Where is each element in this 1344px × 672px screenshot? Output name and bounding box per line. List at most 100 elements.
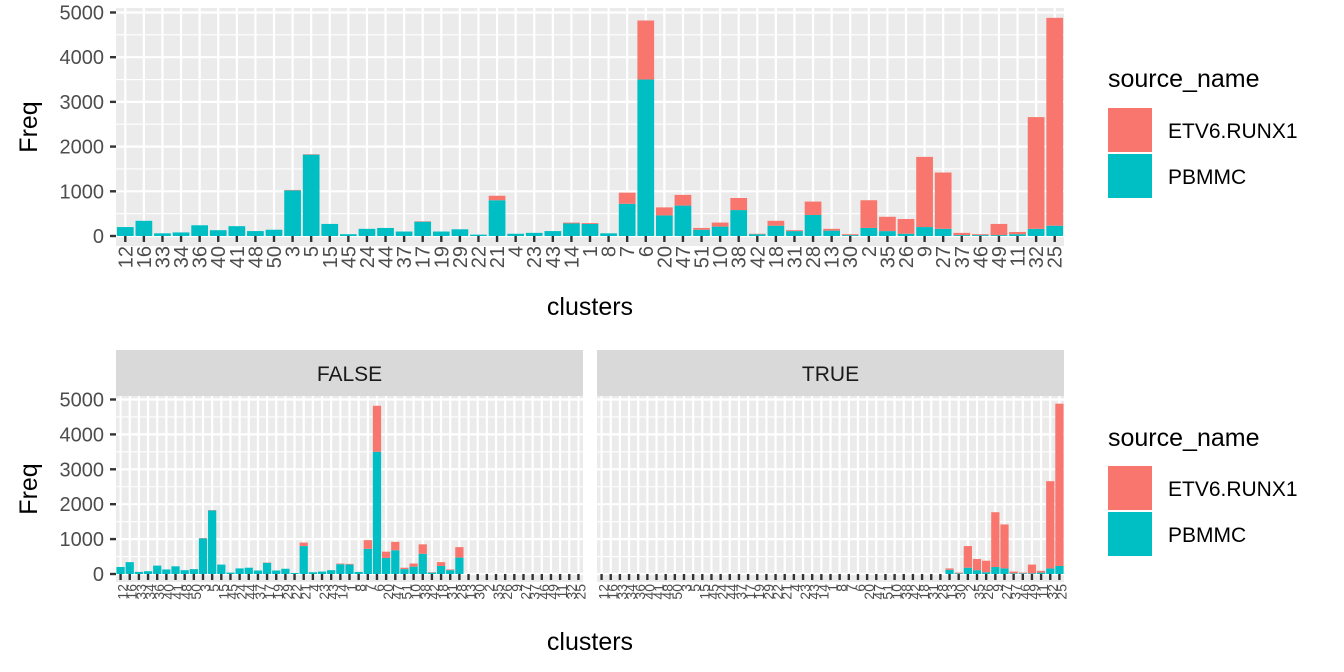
- facet-true-bar-pbmmc-2: [963, 567, 972, 574]
- facet-false-bar-pbmmc-41: [171, 566, 180, 574]
- facet-true-x-tick-label: 7: [843, 584, 859, 592]
- top-bar-etv6-30: [841, 234, 859, 236]
- facet-false-x-tick-label: 33: [133, 584, 149, 600]
- top-x-tick-label: 35: [877, 246, 899, 268]
- facet-false-bar-etv6-38: [418, 544, 427, 554]
- facet-false-bar-etv6-1: [345, 563, 354, 565]
- bottom-legend-label-pbmmc: PBMMC: [1168, 524, 1246, 547]
- facet-true-x-tick-label: 5: [687, 584, 703, 592]
- top-x-tick-label: 37: [394, 246, 416, 268]
- facet-false-x-tick-label: 24: [234, 584, 250, 600]
- top-x-tick-label: 21: [487, 246, 509, 268]
- top-y-tick-label: 2000: [60, 137, 105, 159]
- facet-false-x-tick-label: 19: [270, 584, 286, 600]
- top-bar-pbmmc-41: [228, 226, 246, 236]
- facet-true-bar-etv6-25: [1055, 403, 1064, 566]
- facet-false-x-tick-label: 1: [344, 584, 360, 592]
- facet-false-bar-pbmmc-38: [418, 553, 427, 574]
- top-bar-pbmmc-37: [953, 235, 971, 236]
- facet-false-x-tick-label: 20: [380, 584, 396, 600]
- facet-false-bar-pbmmc-34: [143, 571, 153, 574]
- facet-true-bar-pbmmc-27: [1000, 568, 1009, 574]
- facet-false-x-tick-label: 51: [398, 584, 414, 600]
- facet-false-x-tick-label: 47: [389, 584, 405, 600]
- facet-false-bar-etv6-18: [436, 562, 446, 566]
- facet-true-bar-etv6-49: [1027, 564, 1037, 574]
- top-x-tick-label: 2: [859, 246, 881, 257]
- top-x-tick-label: 46: [970, 246, 992, 268]
- facet-false-x-tick-label: 4: [307, 584, 323, 592]
- top-legend-title: source_name: [1108, 65, 1259, 93]
- facet-label-true: TRUE: [802, 363, 859, 386]
- top-bar-pbmmc-19: [432, 231, 450, 236]
- top-bar-etv6-14: [563, 222, 580, 224]
- top-bar-pbmmc-40: [209, 230, 227, 236]
- top-y-tick-label: 4000: [60, 47, 105, 69]
- top-bar-pbmmc-26: [897, 233, 915, 236]
- facet-true-x-tick-label: 48: [660, 584, 676, 600]
- top-bar-pbmmc-33: [154, 233, 171, 236]
- facet-false-x-tick-label: 26: [499, 584, 515, 600]
- facet-true-bar-etv6-26: [982, 560, 991, 573]
- top-legend-label-etv6: ETV6.RUNX1: [1168, 120, 1298, 143]
- top-gridlines: [116, 8, 1064, 238]
- facet-true-x-tick-label: 32: [1044, 584, 1060, 600]
- facet-false-x-tick-label: 43: [325, 584, 341, 600]
- facet-false-x-tick-label: 37: [252, 584, 268, 600]
- facet-false-x-tick-label: 36: [151, 584, 167, 600]
- top-x-tick-label: 22: [468, 246, 490, 268]
- facet-false-bar-pbmmc-10: [409, 566, 418, 574]
- facet-false-x-tick-label: 7: [362, 584, 378, 592]
- top-x-tick-label: 37: [952, 246, 974, 268]
- facet-false-bar-pbmmc-12: [116, 567, 125, 574]
- top-bar-pbmmc-51: [693, 229, 710, 236]
- facet-false-bar-pbmmc-44: [244, 567, 253, 574]
- facet-false-x-tick-label: 22: [289, 584, 305, 600]
- facet-true-x-tick-label: 14: [815, 584, 831, 600]
- facet-true-bar-pbmmc-25: [1055, 565, 1064, 574]
- top-x-tick-label: 28: [803, 246, 825, 268]
- facet-true-x-tick-label: 6: [852, 584, 868, 592]
- facet-false-x-tick-label: 3: [197, 584, 213, 592]
- top-bar-etv6-26: [897, 219, 915, 234]
- top-x-tick-label: 13: [822, 246, 844, 268]
- top-x-tick-label: 51: [692, 246, 714, 268]
- facet-false-bar-pbmmc-47: [391, 550, 400, 574]
- facet-true-bar-etv6-11: [1036, 570, 1046, 573]
- facet-true-x-tick-label: 49: [1026, 584, 1042, 600]
- facet-false-bar-pbmmc-17: [262, 562, 272, 574]
- facet-false-bar-pbmmc-45: [226, 572, 235, 574]
- facet-true-x-tick-label: 45: [705, 584, 721, 600]
- top-x-tick-label: 3: [283, 246, 305, 257]
- facet-true-bar-pbmmc-11: [1036, 572, 1046, 574]
- top-x-tick-label: 8: [599, 246, 621, 257]
- facet-true-x-tick-label: 44: [724, 584, 740, 600]
- facet-false-x-tick-label: 5: [206, 584, 222, 592]
- facet-true-bar-pbmmc-32: [1046, 568, 1055, 574]
- facet-false-x-tick-label: 40: [160, 584, 176, 600]
- facet-true-x-tick-label: 51: [879, 584, 895, 600]
- facet-false-bar-pbmmc-16: [125, 562, 134, 574]
- facet-true-x-tick-label: 31: [925, 584, 941, 600]
- facet-false-x-tick-label: 8: [353, 584, 369, 592]
- facet-true-x-tick-label: 24: [715, 584, 731, 600]
- facet-false-x-tick-label: 16: [124, 584, 140, 600]
- top-bar-pbmmc-1: [581, 223, 599, 236]
- top-x-tick-label: 43: [543, 246, 565, 268]
- top-bar-pbmmc-42: [748, 234, 766, 236]
- facet-true-bar-pbmmc-35: [972, 570, 982, 574]
- top-x-tick-label: 7: [617, 246, 639, 257]
- top-bar-etv6-20: [655, 207, 673, 216]
- top-x-tick-label: 27: [933, 246, 955, 268]
- facet-true-x-tick-label: 9: [989, 584, 1005, 592]
- top-bar-pbmmc-37: [395, 231, 413, 236]
- top-bar-etv6-10: [711, 222, 729, 227]
- top-x-tick-label: 15: [320, 246, 342, 268]
- facet-false-x-tick-label: 21: [298, 584, 314, 600]
- facet-false-bar-etv6-28: [455, 547, 464, 558]
- facet-true-bar-pbmmc-37: [1009, 573, 1018, 574]
- top-bar-pbmmc-45: [339, 234, 357, 236]
- facet-false-x-tick-label: 49: [545, 584, 561, 600]
